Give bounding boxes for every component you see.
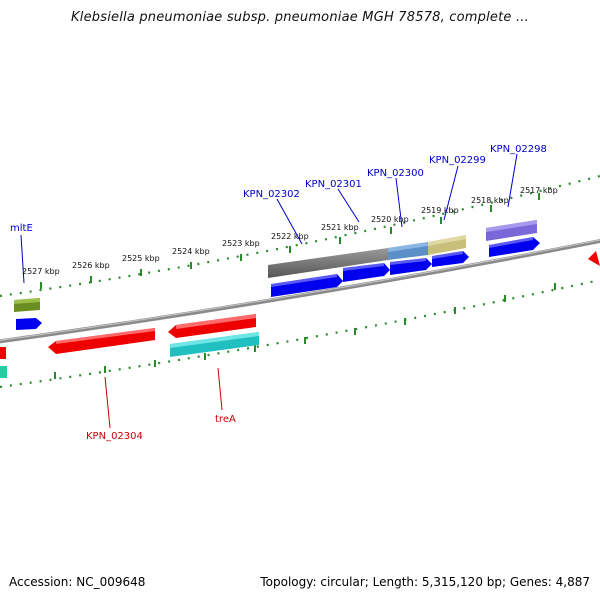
- ruler-label-2522: 2522 kbp: [271, 232, 309, 241]
- genome-backbone: [0, 238, 600, 344]
- gene-label-KPN_02300[interactable]: KPN_02300: [367, 168, 424, 179]
- KPN_02302-cds-arrow[interactable]: [271, 274, 343, 297]
- gene-label-KPN_02302[interactable]: KPN_02302: [243, 189, 300, 200]
- topology-text: Topology: circular; Length: 5,315,120 bp…: [260, 575, 590, 589]
- leader-treA: [217, 367, 223, 411]
- KPN_02299-cds-arrow[interactable]: [432, 251, 469, 267]
- ruler-label-2525: 2525 kbp: [122, 254, 160, 263]
- ruler-label-2521: 2521 kbp: [321, 223, 359, 232]
- leader-KPN_02299: [443, 165, 459, 221]
- leader-KPN_02300: [395, 177, 403, 228]
- ruler-label-2527: 2527 kbp: [22, 267, 60, 276]
- gene-label-KPN_02298[interactable]: KPN_02298: [490, 144, 547, 155]
- edge-feature-red-left[interactable]: [0, 347, 6, 359]
- minus-strand-features: [0, 314, 259, 378]
- gene-label-KPN_02304[interactable]: KPN_02304: [86, 431, 143, 442]
- gene-label-KPN_02301[interactable]: KPN_02301: [305, 179, 362, 190]
- leader-KPN_02298: [507, 153, 518, 208]
- leader-KPN_02304: [104, 376, 111, 429]
- plus-strand-features: [14, 220, 600, 330]
- gene-label-KPN_02299[interactable]: KPN_02299: [429, 155, 486, 166]
- ruler-label-2526: 2526 kbp: [72, 261, 110, 270]
- ruler-lower-major-ticks: [54, 283, 556, 379]
- ruler-label-2523: 2523 kbp: [222, 239, 260, 248]
- KPN_02301-cds-arrow[interactable]: [343, 263, 390, 282]
- edge-feature-arrow-right[interactable]: [588, 251, 600, 266]
- ruler-label-2518: 2518 kbp: [471, 196, 509, 205]
- KPN_02300-cds-arrow[interactable]: [390, 258, 432, 275]
- ruler-label-2520: 2520 kbp: [371, 215, 409, 224]
- ruler-label-2519: 2519 kbp: [421, 206, 459, 215]
- KPN_02302-gene-box[interactable]: [268, 248, 388, 278]
- leader-mltE: [20, 234, 25, 284]
- gene-label-treA[interactable]: treA: [215, 414, 236, 425]
- mltE-cds-arrow[interactable]: [16, 318, 42, 330]
- gene-label-mltE[interactable]: mltE: [10, 223, 33, 234]
- accession-text: Accession: NC_009648: [9, 575, 146, 589]
- leader-KPN_02301: [337, 188, 360, 223]
- edge-feature-cyan-left[interactable]: [0, 366, 7, 378]
- leader-KPN_02302: [276, 198, 303, 245]
- ruler-label-2517: 2517 kbp: [520, 186, 558, 195]
- KPN_02298-cds-arrow[interactable]: [489, 237, 540, 257]
- ruler-upper-major-ticks: [40, 193, 540, 289]
- ruler-label-2524: 2524 kbp: [172, 247, 210, 256]
- map-title: Klebsiella pneumoniae subsp. pneumoniae …: [71, 10, 529, 25]
